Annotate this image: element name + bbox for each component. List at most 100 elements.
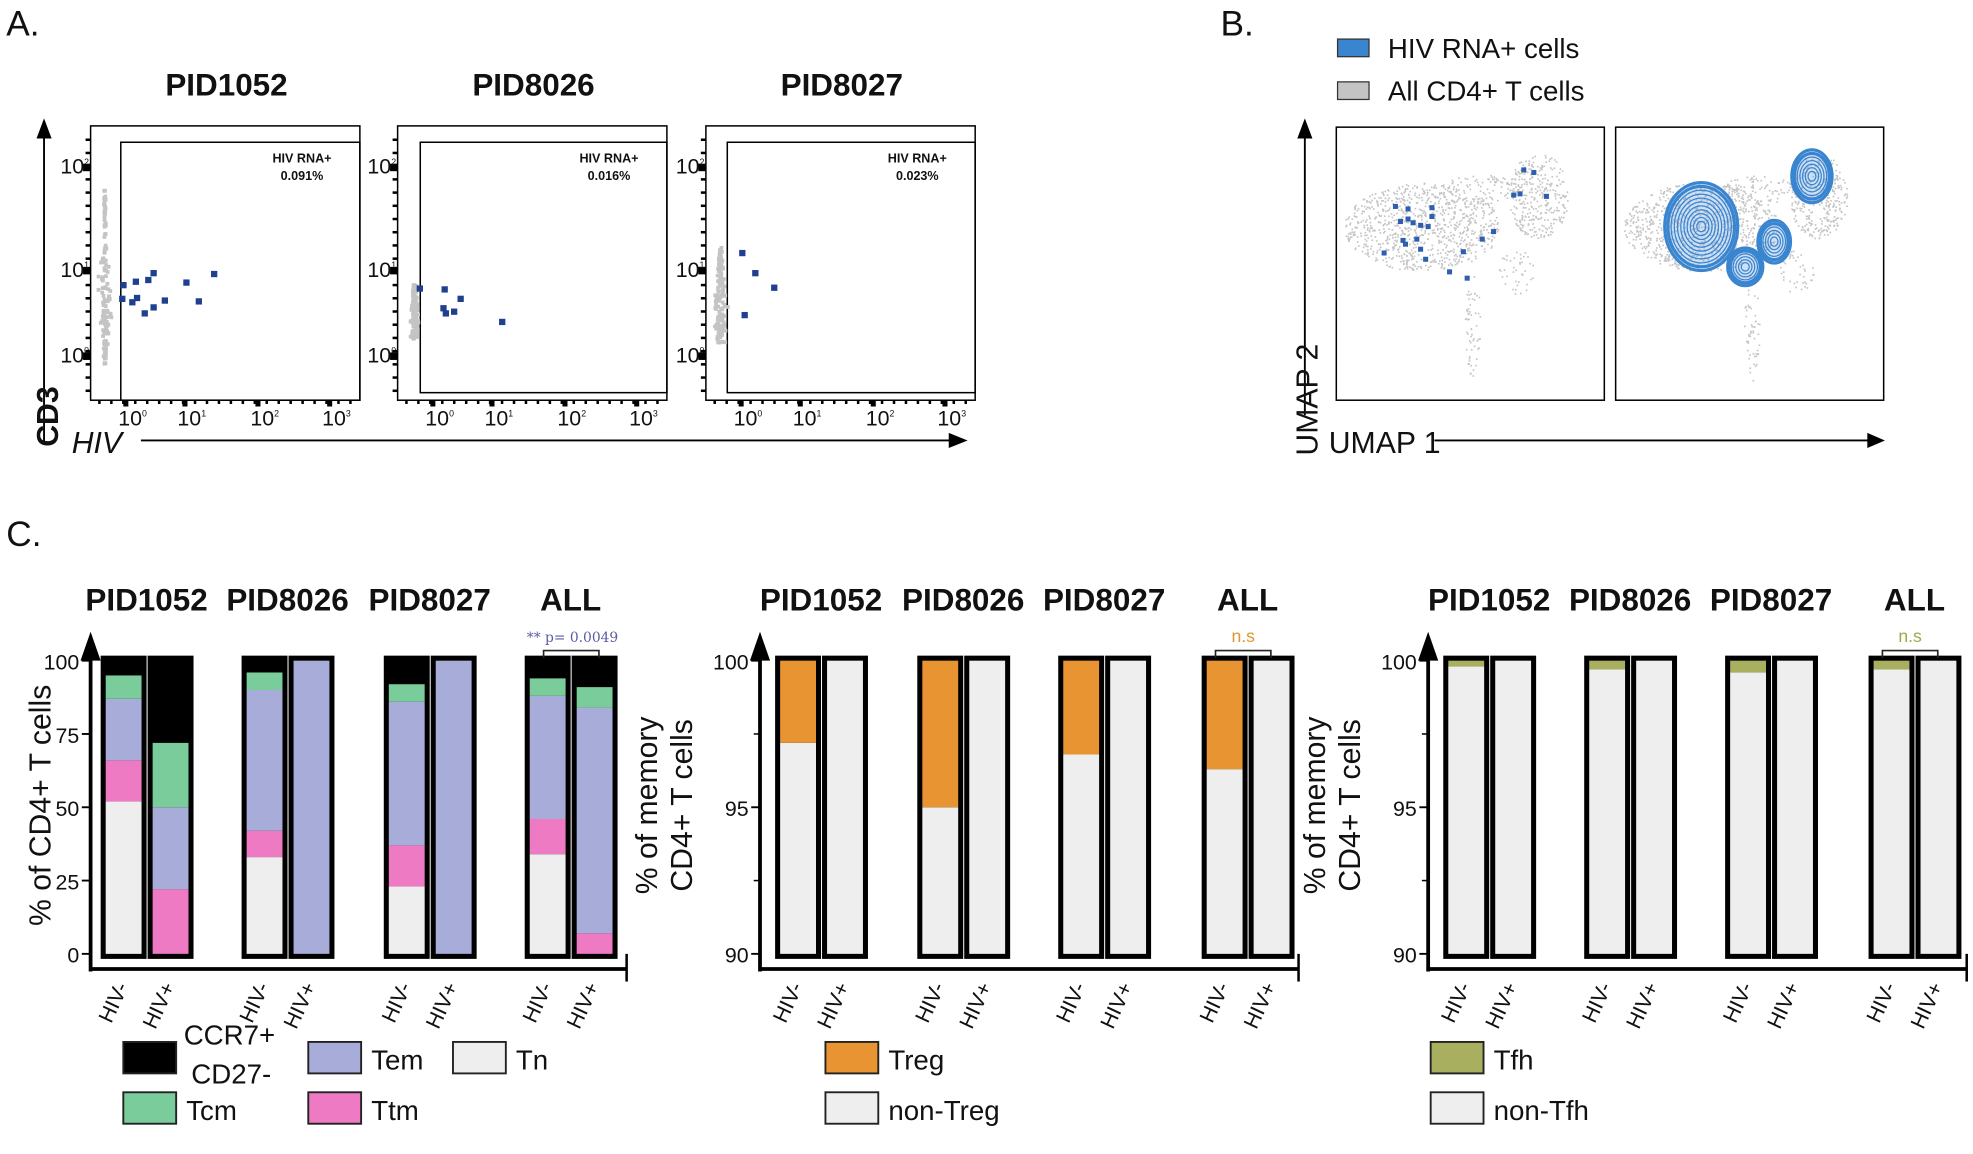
cd4-cell-dot <box>1742 190 1745 193</box>
cd4-cell-dot <box>1367 252 1369 255</box>
cd4-cell-dot <box>1694 207 1697 210</box>
cd4-cell-dot <box>1475 208 1477 211</box>
cd4-cell-dot <box>1414 251 1417 253</box>
cd4-cell-dot <box>1347 233 1350 235</box>
cd4-cell-dot <box>1462 240 1465 243</box>
x-minor-tick <box>940 400 944 404</box>
cd4-cell-dot <box>1480 224 1482 227</box>
cd4-cell-dot <box>1526 213 1529 215</box>
cd4-cell-dot <box>1521 224 1524 227</box>
cd4-cell-dot <box>1828 204 1830 207</box>
cd4-cell-dot <box>1451 179 1454 182</box>
cd4-cell-dot <box>1739 208 1742 211</box>
cd4-cell-dot <box>1738 184 1740 187</box>
cd4-cell-dot <box>1657 232 1659 235</box>
y-minor-tick <box>85 297 91 300</box>
negative-cell-dot <box>411 312 415 317</box>
cd4-cell-dot <box>1405 249 1407 252</box>
group-title-pid1052: PID1052 <box>85 582 207 617</box>
cd4-cell-dot <box>1826 216 1828 219</box>
cd4-cell-dot <box>1469 304 1472 306</box>
cd4-cell-dot <box>1657 226 1660 228</box>
arrow-up-icon <box>1418 631 1439 661</box>
cd4-cell-dot <box>1699 243 1702 246</box>
cd4-cell-dot <box>1734 179 1736 182</box>
cd4-cell-dot <box>1817 175 1819 178</box>
cd4-cell-dot <box>1637 231 1640 233</box>
y-minor-tick <box>700 376 706 379</box>
cd4-cell-dot <box>1528 208 1531 211</box>
hiv-rna-positive-cell <box>1460 249 1466 255</box>
cd4-cell-dot <box>1834 182 1836 185</box>
cd4-cell-dot <box>1708 228 1711 231</box>
cd4-cell-dot <box>1754 223 1756 225</box>
density-contour <box>1807 170 1817 182</box>
cd4-cell-dot <box>1767 209 1769 212</box>
cd4-cell-dot <box>1741 196 1744 198</box>
cd4-cell-dot <box>1362 198 1365 201</box>
cd4-cell-dot <box>1628 242 1631 244</box>
cd4-cell-dot <box>1361 205 1363 207</box>
cd4-cell-dot <box>1834 187 1837 190</box>
hiv-rna-positive-cell <box>1397 219 1403 225</box>
cd4-cell-dot <box>1455 227 1457 230</box>
cd4-cell-dot <box>1518 199 1521 201</box>
cd4-cell-dot <box>1391 237 1394 239</box>
cd4-cell-dot <box>1381 200 1383 202</box>
cd4-cell-dot <box>1348 216 1350 218</box>
negative-cell-dot <box>102 250 107 255</box>
x-tick-label: 102 <box>557 406 586 430</box>
cd4-cell-dot <box>1499 270 1502 272</box>
negative-cell-dot <box>414 335 419 339</box>
cd4-cell-dot <box>1517 225 1520 227</box>
cd4-cell-dot <box>1467 318 1470 321</box>
cd4-cell-dot <box>1448 258 1451 261</box>
cd4-cell-dot <box>1491 222 1494 225</box>
cd4-cell-dot <box>1653 252 1656 255</box>
cd4-cell-dot <box>1832 195 1835 198</box>
cd4-cell-dot <box>1404 267 1406 270</box>
cd4-cell-dot <box>1425 264 1427 267</box>
cd4-cell-dot <box>1633 245 1636 248</box>
x-tick-exponent: 2 <box>274 409 279 419</box>
cd4-cell-dot <box>1522 216 1524 219</box>
y-tick-exponent: 1 <box>84 260 89 270</box>
cd4-cell-dot <box>1369 207 1371 210</box>
cd4-cell-dot <box>1786 181 1789 184</box>
cd4-cell-dot <box>1741 223 1744 226</box>
x-minor-tick <box>928 400 932 404</box>
cd4-cell-dot <box>1664 257 1667 259</box>
cd4-cell-dot <box>1483 250 1486 253</box>
cd4-cell-dot <box>1450 190 1452 193</box>
cd4-cell-dot <box>1408 266 1411 268</box>
cd4-cell-dot <box>1481 233 1484 236</box>
cd4-cell-dot <box>1357 222 1360 224</box>
cd4-cell-dot <box>1467 236 1470 238</box>
cd4-cell-dot <box>1449 231 1452 234</box>
cd4-cell-dot <box>1667 250 1669 253</box>
cd4-cell-dot <box>1453 186 1455 188</box>
cd4-cell-dot <box>1366 206 1369 209</box>
cd4-cell-dot <box>1741 240 1744 243</box>
x-tick-label: HIV- <box>94 979 133 1027</box>
cd4-cell-dot <box>1522 206 1525 209</box>
cd4-cell-dot <box>1805 159 1808 162</box>
cd4-cell-dot <box>1723 226 1725 228</box>
x-tick-label: 103 <box>629 406 658 430</box>
cd4-cell-dot <box>1534 188 1537 190</box>
cd4-cell-dot <box>1805 215 1808 218</box>
cd4-cell-dot <box>1407 227 1409 230</box>
cd4-cell-dot <box>1506 181 1509 184</box>
cd4-cell-dot <box>1424 222 1427 225</box>
negative-cell-dot <box>718 295 723 300</box>
bar-segment-treg <box>780 660 817 743</box>
cd4-cell-dot <box>1666 187 1669 190</box>
cd4-cell-dot <box>1556 209 1558 212</box>
negative-cell-dot <box>718 254 723 258</box>
cd4-cell-dot <box>1540 216 1543 219</box>
cd4-cell-dot <box>1393 191 1395 194</box>
cd4-cell-dot <box>1737 209 1740 211</box>
cd4-cell-dot <box>1410 210 1412 213</box>
cd4-cell-dot <box>1404 190 1406 193</box>
cd4-cell-dot <box>1757 323 1760 325</box>
